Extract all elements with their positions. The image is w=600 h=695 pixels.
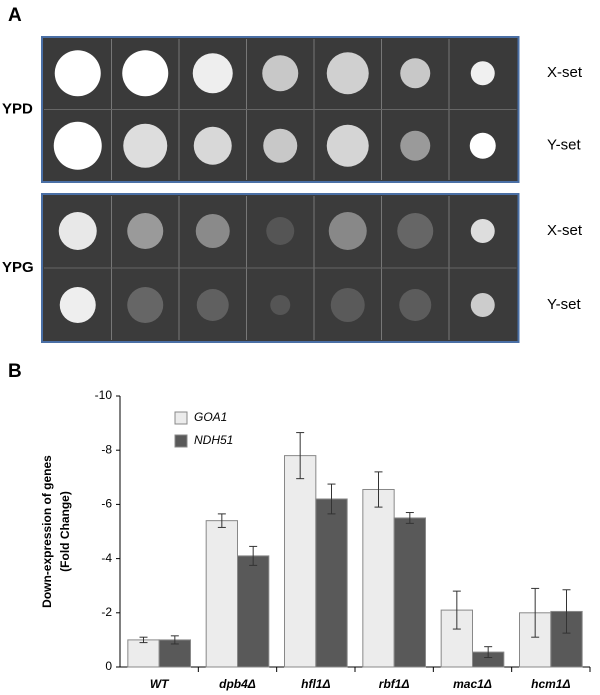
x-tick-label: rbf1Δ [379,677,410,691]
colony-spot [59,287,96,323]
colony-spot [53,121,102,170]
y-tick-label: -8 [101,442,112,456]
error-bar [405,512,414,524]
legend-label: NDH51 [194,433,233,447]
bar [237,555,270,668]
colony-spot [397,213,434,249]
colony-spot [328,212,367,250]
x-tick-label: dpb4Δ [219,677,256,691]
set-label: Y-set [547,296,581,313]
y-tick-label: -10 [95,388,113,402]
x-tick-label: mac1Δ [453,677,492,691]
set-label: X-set [547,222,583,239]
bar [127,639,160,668]
y-axis-label: (Fold Change) [58,491,72,572]
y-tick-label: -2 [101,605,112,619]
error-bar [374,471,383,508]
medium-label: YPG [2,259,34,276]
legend-swatch [174,411,188,425]
set-label: Y-set [547,137,581,154]
error-bar [170,635,179,645]
colony-spot [127,213,164,249]
bar [315,498,348,668]
medium-label: YPD [2,100,33,117]
colony-spot [326,52,369,95]
colony-spot [262,55,299,92]
colony-spot [470,219,495,243]
error-bar [139,636,148,644]
colony-spot [193,126,232,165]
bar [205,520,239,668]
y-tick-label: -6 [101,497,112,511]
colony-spot [469,132,496,159]
panel-label: B [8,361,22,382]
colony-spot [54,50,101,97]
y-tick-label: -4 [101,551,112,565]
bar [362,488,395,668]
colony-spot [326,124,369,167]
x-tick-label: hcm1Δ [531,677,570,691]
colony-spot [470,61,495,86]
colony-spot [122,50,169,97]
legend-swatch [174,434,188,448]
x-tick-label: hfl1Δ [301,677,330,691]
x-tick-label: WT [150,677,170,691]
y-axis-label: Down-expression of genes [40,455,54,608]
bar [393,517,426,668]
panel-label: A [8,5,22,26]
bar [284,455,317,668]
colony-spot [196,289,229,321]
colony-spot [195,214,230,248]
colony-spot [127,287,164,323]
colony-spot [400,130,431,161]
colony-spot [123,123,168,168]
error-bar [296,432,305,480]
colony-spot [192,53,233,94]
colony-spot [399,289,432,321]
y-tick-label: 0 [105,659,112,673]
legend-label: GOA1 [194,410,227,424]
error-bar [484,646,493,659]
colony-spot [270,295,291,315]
colony-spot [470,293,495,317]
colony-spot [263,128,298,163]
error-bar [249,545,258,566]
error-bar [562,589,571,634]
error-bar [531,587,540,638]
error-bar [217,513,226,528]
colony-spot [400,58,431,89]
set-label: X-set [547,64,583,81]
colony-spot [58,212,97,250]
colony-spot [266,217,295,245]
colony-spot [330,288,365,322]
error-bar [327,483,336,515]
error-bar [452,590,461,630]
